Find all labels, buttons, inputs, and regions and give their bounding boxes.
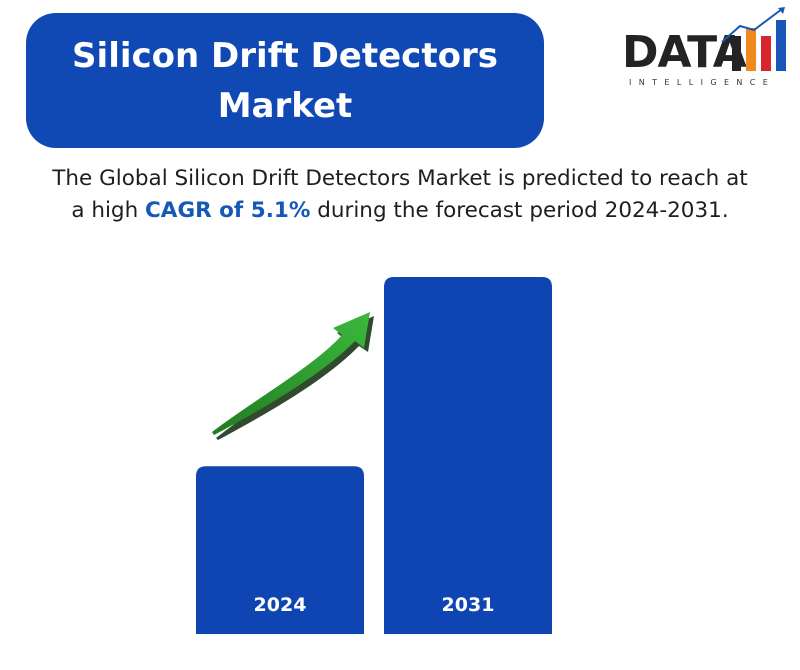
summary-suffix: during the forecast period 2024-2031. — [310, 198, 729, 223]
brand-logo: DATA INTELLIGENCE — [622, 6, 792, 90]
bar-label-2031: 2031 — [442, 594, 495, 616]
summary-line-2: a high CAGR of 5.1% during the forecast … — [0, 195, 800, 227]
bar-2024 — [196, 466, 364, 634]
summary-text: The Global Silicon Drift Detectors Marke… — [0, 163, 800, 227]
bar-label-2024: 2024 — [254, 594, 307, 616]
page-title-line-2: Market — [217, 85, 353, 126]
bar-2031 — [384, 277, 552, 634]
page-title-line-1: Silicon Drift Detectors — [72, 35, 498, 76]
logo-bars-icon — [721, 7, 786, 71]
logo-subtext: INTELLIGENCE — [629, 78, 776, 87]
summary-line-1: The Global Silicon Drift Detectors Marke… — [52, 166, 748, 191]
cagr-highlight: CAGR of 5.1% — [145, 198, 311, 223]
growth-arrow-icon — [212, 312, 374, 440]
title-banner: Silicon Drift Detectors Market — [26, 13, 544, 148]
bar-group — [196, 277, 552, 634]
logo-main-text: DATA — [622, 27, 747, 78]
bar-label-group: 2024 2031 — [254, 594, 495, 616]
summary-prefix: a high — [71, 198, 146, 223]
